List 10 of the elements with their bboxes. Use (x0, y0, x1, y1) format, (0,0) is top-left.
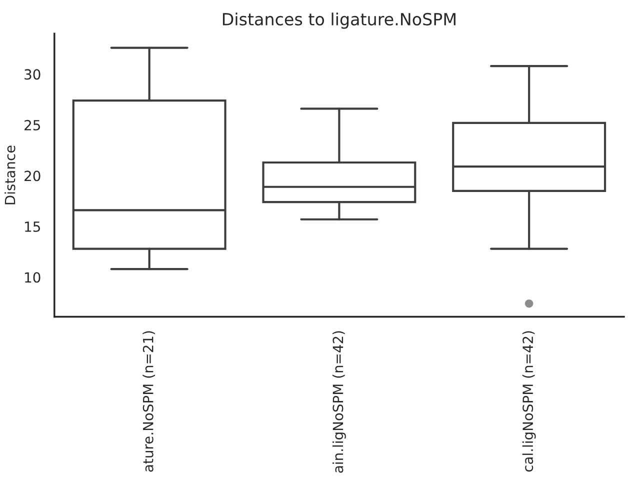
x-tick-label: cal.ligNoSPM (n=42) (522, 331, 536, 472)
x-tick-label: ain.ligNoSPM (n=42) (332, 331, 346, 473)
y-tick-label: 25 (24, 120, 40, 130)
y-tick-label: 10 (25, 272, 40, 283)
y-tick-label: 30 (24, 69, 40, 80)
y-tick-label: 20 (24, 170, 40, 182)
x-tick-label: ature.NoSPM (n=21) (142, 331, 155, 472)
chart-title: Distances to ligature.NoSPM (222, 12, 456, 29)
y-tick-label: 15 (25, 222, 40, 232)
y-axis-title: Distance (4, 146, 16, 204)
